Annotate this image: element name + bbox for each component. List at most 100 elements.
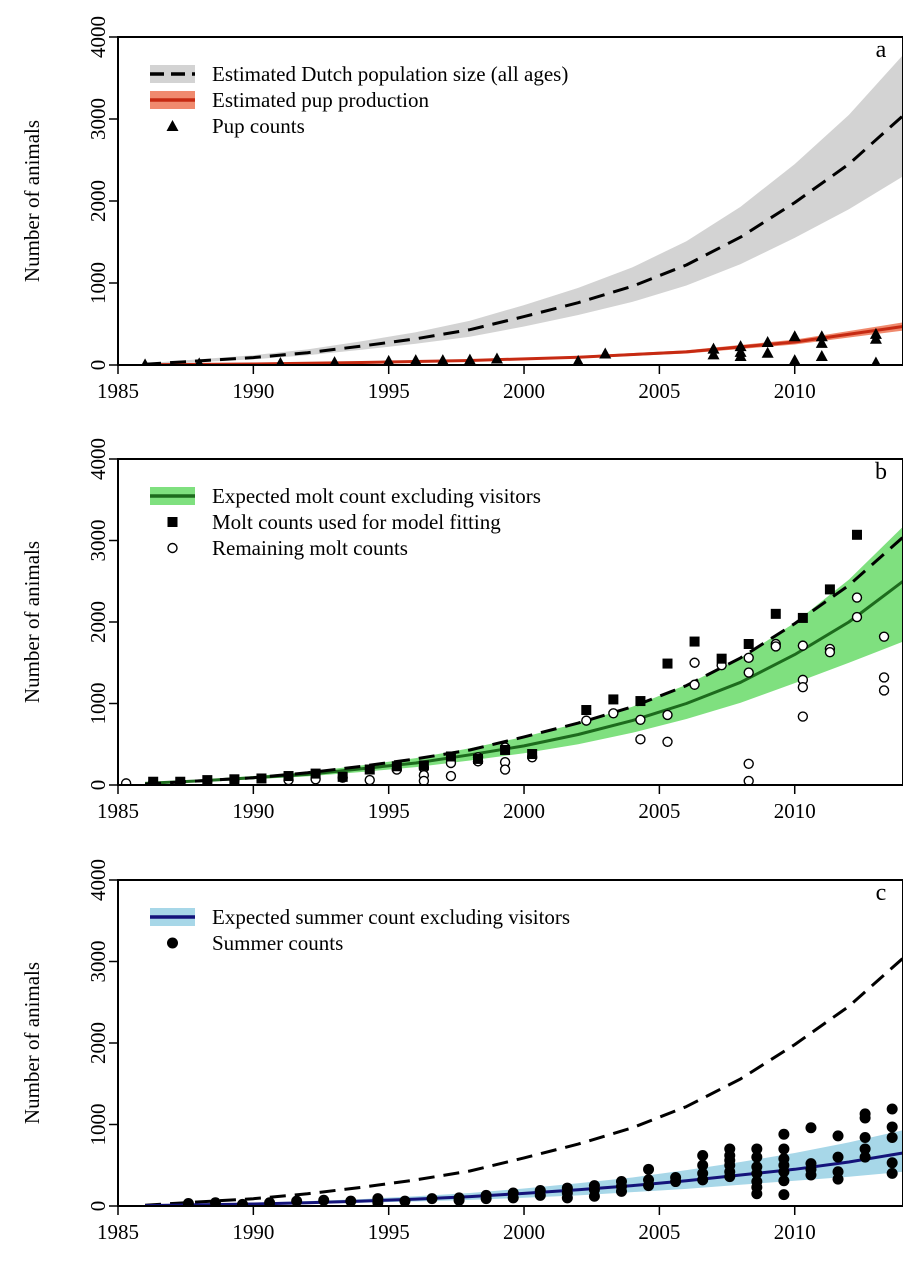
plot-area (145, 957, 903, 1206)
summer-count-point (453, 1194, 465, 1206)
y-tick-label: 4000 (86, 438, 110, 480)
pup-count-point (572, 354, 584, 365)
fitting-molt-point (797, 612, 808, 623)
x-tick-label: 2005 (638, 799, 680, 823)
y-tick-label: 0 (86, 1201, 110, 1212)
summer-count-point (859, 1151, 871, 1163)
legend-triangle-marker (166, 120, 179, 131)
summer-count-point (778, 1143, 790, 1155)
remaining-molt-point (743, 652, 754, 664)
summer-count-point (778, 1128, 790, 1140)
summer-count-point (561, 1192, 573, 1204)
y-tick-label: 4000 (86, 859, 110, 901)
y-tick-label: 4000 (86, 16, 110, 58)
panel-letter: b (875, 459, 887, 485)
summer-band (145, 1130, 903, 1206)
summer-count-point (697, 1159, 709, 1171)
remaining-molt-point (608, 708, 619, 719)
x-tick-label: 1995 (368, 1220, 410, 1244)
summer-count-point (751, 1143, 763, 1155)
summer-count-point (615, 1185, 627, 1197)
fitting-molt-point (851, 529, 862, 540)
fitting-molt-point (337, 771, 348, 782)
pup-production-line (145, 325, 903, 365)
y-tick-label: 2000 (86, 180, 110, 222)
summer-count-point (318, 1194, 330, 1206)
pup-count-point (141, 358, 149, 365)
remaining-molt-point (120, 778, 132, 785)
remaining-molt-point (878, 685, 890, 696)
summer-count-point (751, 1188, 763, 1200)
summer-count-point (859, 1143, 871, 1155)
remaining-molt-point (445, 770, 457, 782)
pup-count-point (436, 354, 449, 365)
fitting-molt-point (527, 749, 538, 760)
summer-count-point (859, 1132, 871, 1144)
x-tick-label: 2000 (503, 799, 545, 823)
fitting-molt-point (635, 696, 646, 707)
remaining-molt-point (689, 679, 700, 690)
remaining-molt-point (581, 715, 592, 726)
y-axis-label: Number of animals (20, 962, 44, 1124)
pup-count-point (329, 356, 340, 365)
pup-count-point (707, 342, 720, 354)
legend-square-marker (167, 517, 178, 527)
remaining-molt-point (797, 682, 809, 693)
pup-count-point (383, 354, 395, 365)
summer-count-point (832, 1151, 844, 1163)
fitting-molt-point (689, 636, 700, 647)
y-tick-label: 1000 (86, 1104, 110, 1146)
fitting-molt-point (445, 751, 456, 762)
fitting-molt-point (202, 775, 213, 785)
x-tick-label: 2000 (503, 379, 545, 403)
population-dashed-line (145, 957, 903, 1206)
x-tick-label: 2000 (503, 1220, 545, 1244)
population-dashed-line (145, 114, 903, 365)
summer-count-point (886, 1103, 898, 1115)
pup-count-point (815, 336, 828, 348)
pup-count-point (815, 349, 828, 361)
summer-count-point (670, 1176, 682, 1188)
summer-count-point (643, 1163, 655, 1175)
fitting-molt-point (662, 658, 673, 669)
legend-filled-circle-marker (167, 937, 178, 949)
summer-count-point (643, 1180, 655, 1192)
pup-count-point (195, 357, 204, 365)
summer-count-point (724, 1171, 736, 1183)
pup-count-point (490, 352, 503, 364)
panel-letter: c (876, 880, 887, 906)
summer-count-point (832, 1173, 844, 1185)
x-tick-label: 2005 (638, 379, 680, 403)
summer-count-point (886, 1121, 898, 1133)
fitting-molt-point (148, 776, 159, 785)
summer-count-point (507, 1192, 519, 1204)
summer-count-point (886, 1132, 898, 1144)
summer-count-point (697, 1174, 709, 1186)
legend-label: Molt counts used for model fitting (212, 510, 501, 534)
remaining-molt-point (689, 657, 700, 668)
fitting-molt-point (770, 608, 781, 619)
x-tick-label: 1985 (97, 379, 139, 403)
summer-count-point (588, 1190, 600, 1202)
summer-count-point (399, 1195, 411, 1206)
remaining-molt-point (851, 611, 863, 623)
summer-count-point (805, 1169, 817, 1181)
remaining-molt-point (797, 711, 809, 722)
x-tick-label: 1985 (97, 1220, 139, 1244)
legend-open-circle-marker (167, 542, 178, 554)
y-axis-label: Number of animals (20, 541, 44, 703)
summer-count-point (778, 1166, 790, 1178)
y-tick-label: 0 (86, 360, 110, 371)
fitting-molt-point (716, 653, 727, 664)
summer-count-point (832, 1130, 844, 1142)
remaining-molt-point (662, 736, 673, 748)
plot-area (120, 526, 903, 785)
pup-count-point (707, 348, 720, 360)
y-tick-label: 1000 (86, 683, 110, 725)
pup-count-point (788, 354, 801, 365)
remaining-molt-point (743, 667, 754, 678)
fitting-molt-point (310, 768, 321, 779)
fitting-molt-point (500, 744, 511, 755)
fitting-molt-point (229, 774, 240, 785)
